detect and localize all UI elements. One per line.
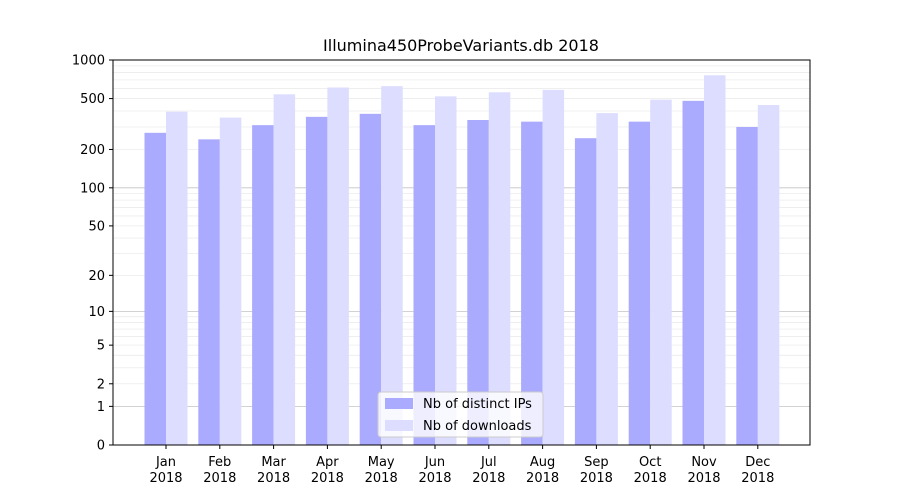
x-tick-label-month: Nov [691,455,717,470]
y-axis: 0 1 2 5 10 20 50 100 200 500 1000 [72,54,113,454]
x-tick-label-year: 2018 [580,471,613,486]
x-tick-label-year: 2018 [472,471,505,486]
x-tick-label-month: Mar [261,455,286,470]
x-tick-label-month: Aug [530,455,555,470]
x-tick-label-month: Jul [480,455,497,470]
bar-downloads [704,75,726,446]
x-tick-label-year: 2018 [365,471,398,486]
x-tick-label-month: Jan [155,455,176,470]
x-tick-label-year: 2018 [311,471,344,486]
legend-swatch [385,420,413,431]
x-tick-label-year: 2018 [203,471,236,486]
y-tick-label: 1000 [72,54,105,69]
x-tick-label-month: Jun [424,455,445,470]
bar-distinct-ips [413,125,435,445]
x-tick-label-month: Sep [584,455,609,470]
x-tick-label-year: 2018 [526,471,559,486]
bar-distinct-ips [628,121,651,446]
bar-downloads [327,87,349,446]
legend-box [377,391,544,438]
y-tick-label: 20 [88,269,105,284]
x-tick-label-month: Dec [745,455,770,470]
bar-downloads [488,92,511,446]
bar-distinct-ips [305,116,328,446]
x-tick-label-year: 2018 [149,471,182,486]
bar-distinct-ips [736,126,758,445]
bar-distinct-ips [574,138,597,446]
bar-downloads [166,111,188,446]
bar-downloads [757,105,780,446]
x-axis: Jan2018Feb2018Mar2018Apr2018May2018Jun20… [149,445,774,486]
bars-layer [144,75,780,446]
chart-title: Illumina450ProbeVariants.db 2018 [323,36,599,55]
bar-downloads [219,117,242,445]
bar-distinct-ips [198,139,220,445]
legend: Nb of distinct IPs Nb of downloads [377,391,544,438]
bar-downloads [273,94,296,445]
bar-downloads [435,96,457,446]
plot-frame [112,59,811,446]
bar-downloads [381,86,403,446]
legend-swatch [385,398,413,409]
y-tick-label: 100 [80,181,105,196]
x-tick-label-year: 2018 [418,471,451,486]
x-tick-label-month: Apr [316,455,339,470]
x-tick-label-month: May [368,455,395,470]
legend-label: Nb of downloads [423,419,532,434]
legend-label: Nb of distinct IPs [423,397,532,412]
bar-downloads [650,99,672,445]
x-tick-label-month: Feb [208,455,231,470]
y-tick-label: 5 [97,339,105,354]
x-tick-label-month: Oct [639,455,661,470]
x-tick-label-year: 2018 [257,471,290,486]
y-tick-label: 10 [88,305,105,320]
bar-downloads [542,89,565,445]
bar-distinct-ips [252,125,274,445]
y-tick-label: 200 [80,143,105,158]
bar-distinct-ips [682,100,704,445]
x-tick-label-year: 2018 [687,471,720,486]
x-tick-label-year: 2018 [634,471,667,486]
bar-downloads [596,113,618,445]
y-tick-label: 1 [97,400,105,415]
bar-distinct-ips [521,121,543,446]
x-tick-label-year: 2018 [741,471,774,486]
y-tick-label: 500 [80,92,105,107]
bar-distinct-ips [144,132,166,445]
y-tick-label: 2 [97,377,105,392]
bar-distinct-ips [467,120,489,446]
y-tick-label: 0 [97,439,105,454]
y-tick-label: 50 [88,219,105,234]
bar-distinct-ips [359,113,382,445]
